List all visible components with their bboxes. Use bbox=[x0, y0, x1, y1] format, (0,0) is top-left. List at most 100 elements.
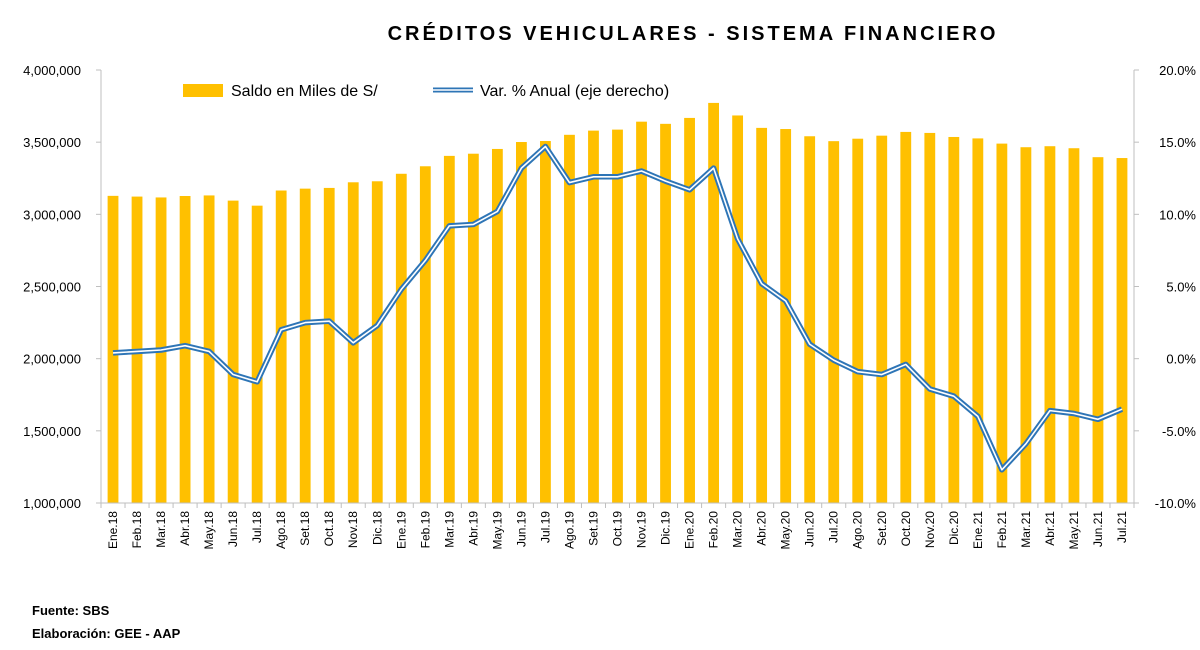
category-label: Jun.21 bbox=[1091, 511, 1105, 547]
bar bbox=[395, 173, 407, 503]
bar bbox=[491, 148, 503, 503]
category-label: Set.18 bbox=[298, 511, 312, 546]
category-label: Nov.18 bbox=[346, 511, 360, 548]
category-label: Ago.20 bbox=[851, 511, 865, 549]
category-label: Ene.21 bbox=[971, 511, 985, 549]
bar bbox=[516, 142, 527, 503]
bar bbox=[323, 187, 335, 504]
right-tick-label: 10.0% bbox=[1159, 207, 1196, 222]
category-label: Jul.21 bbox=[1115, 511, 1129, 543]
legend-bar-swatch bbox=[183, 84, 223, 97]
left-tick-label: 4,000,000 bbox=[23, 63, 81, 78]
bar bbox=[996, 143, 1008, 504]
bar bbox=[924, 132, 936, 503]
right-tick-label: 0.0% bbox=[1166, 352, 1196, 367]
category-label: Feb.21 bbox=[995, 511, 1009, 549]
bar bbox=[684, 117, 695, 504]
bar bbox=[804, 136, 816, 503]
bar bbox=[948, 136, 960, 503]
category-label: Abr.19 bbox=[466, 511, 480, 546]
category-label: Jun.20 bbox=[803, 511, 817, 547]
footer-elaboration: Elaboración: GEE - AAP bbox=[32, 626, 181, 641]
category-label: Set.20 bbox=[875, 511, 889, 546]
chart-title: CRÉDITOS VEHICULARES - SISTEMA FINANCIER… bbox=[388, 22, 999, 45]
bar bbox=[371, 181, 383, 503]
left-axis-ticks: 1,000,000 1,500,000 2,000,000 2,500,000 3,00… bbox=[23, 63, 101, 511]
bar bbox=[179, 196, 191, 503]
bar bbox=[107, 195, 119, 504]
line-series bbox=[112, 143, 1124, 473]
right-tick-label: 5.0% bbox=[1166, 280, 1196, 295]
bar-series bbox=[107, 102, 1128, 504]
category-label: Mar.19 bbox=[442, 511, 456, 548]
bar bbox=[876, 135, 888, 504]
category-label: Feb.19 bbox=[418, 511, 432, 549]
category-label: Jul.18 bbox=[250, 511, 264, 543]
right-tick-label: -5.0% bbox=[1162, 424, 1196, 439]
bar bbox=[251, 205, 263, 504]
category-label: Abr.18 bbox=[178, 511, 192, 546]
bar bbox=[900, 131, 912, 504]
legend-line-label: Var. % Anual (eje derecho) bbox=[480, 83, 669, 100]
category-label: Ene.18 bbox=[106, 511, 120, 549]
bar bbox=[852, 138, 864, 503]
bar bbox=[1092, 157, 1104, 503]
bar bbox=[540, 141, 551, 503]
category-label: Mar.21 bbox=[1019, 511, 1033, 548]
category-label: Dic.19 bbox=[659, 511, 673, 545]
bar bbox=[1068, 148, 1080, 504]
bar bbox=[419, 166, 431, 503]
category-label: Jun.19 bbox=[514, 511, 528, 547]
bar bbox=[1044, 146, 1056, 503]
legend: Saldo en Miles de S/ Var. % Anual (eje d… bbox=[183, 83, 669, 100]
category-label: Set.19 bbox=[586, 511, 600, 546]
left-tick-label: 3,000,000 bbox=[23, 207, 81, 222]
bar bbox=[1116, 158, 1128, 504]
right-axis-ticks: -10.0% -5.0% 0.0% 5.0% 10.0% 15.0% 20.0% bbox=[1134, 63, 1196, 511]
category-label: Ago.19 bbox=[562, 511, 576, 549]
category-label: Mar.20 bbox=[731, 511, 745, 548]
footer-source: Fuente: SBS bbox=[32, 603, 110, 618]
category-label: Jun.18 bbox=[226, 511, 240, 547]
category-label: Jul.19 bbox=[538, 511, 552, 543]
bar bbox=[732, 115, 744, 504]
left-tick-label: 2,000,000 bbox=[23, 352, 81, 367]
category-label: Ene.20 bbox=[683, 511, 697, 549]
category-label: Oct.18 bbox=[322, 511, 336, 547]
right-tick-label: -10.0% bbox=[1155, 496, 1197, 511]
bar bbox=[588, 130, 599, 503]
bar bbox=[828, 141, 840, 503]
bar bbox=[780, 129, 792, 503]
bar bbox=[660, 123, 671, 503]
bar bbox=[1020, 147, 1032, 503]
bar bbox=[467, 153, 479, 503]
left-tick-label: 2,500,000 bbox=[23, 280, 81, 295]
bar bbox=[756, 127, 768, 503]
category-label: Dic.20 bbox=[947, 511, 961, 545]
category-label: Ene.19 bbox=[394, 511, 408, 549]
category-label: Oct.20 bbox=[899, 511, 913, 547]
category-label: Nov.19 bbox=[635, 511, 649, 548]
category-label: Abr.20 bbox=[755, 511, 769, 546]
category-label: May.20 bbox=[779, 511, 793, 550]
x-axis-labels: Ene.18 Feb.18 Mar.18 Abr.18 May.18 Jun.18 Jul.… bbox=[100, 503, 1135, 550]
category-label: Mar.18 bbox=[154, 511, 168, 548]
bar bbox=[227, 200, 239, 503]
category-label: May.21 bbox=[1067, 511, 1081, 550]
bar bbox=[972, 138, 984, 503]
bar bbox=[612, 129, 623, 504]
bar bbox=[708, 102, 719, 503]
category-label: May.18 bbox=[202, 511, 216, 550]
left-tick-label: 3,500,000 bbox=[23, 135, 81, 150]
category-label: Jul.20 bbox=[827, 511, 841, 543]
bar bbox=[299, 188, 311, 503]
bar bbox=[564, 134, 575, 503]
category-label: Oct.19 bbox=[611, 511, 625, 547]
category-label: Ago.18 bbox=[274, 511, 288, 549]
left-tick-label: 1,500,000 bbox=[23, 424, 81, 439]
category-label: Nov.20 bbox=[923, 511, 937, 548]
bar bbox=[443, 155, 455, 503]
category-label: Feb.20 bbox=[707, 511, 721, 549]
legend-bar-label: Saldo en Miles de S/ bbox=[231, 83, 378, 100]
